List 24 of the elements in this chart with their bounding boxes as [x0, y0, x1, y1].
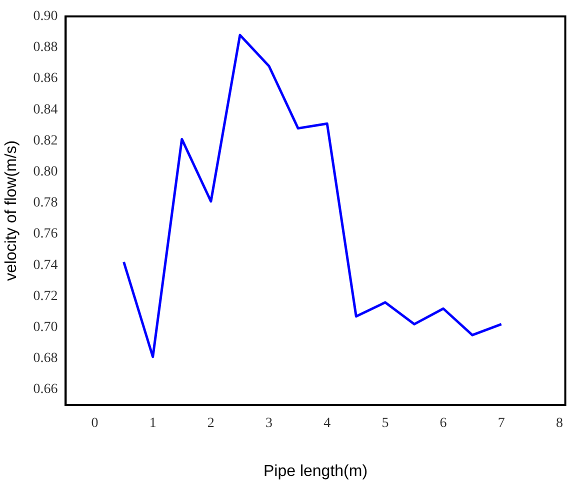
- y-tick-label: 0.78: [33, 196, 58, 211]
- y-tick-label: 0.66: [33, 382, 58, 398]
- y-axis-title: velocity of flow(m/s): [3, 140, 20, 281]
- y-tick-label: 0.72: [33, 288, 58, 304]
- x-tick-label: 4: [324, 416, 331, 432]
- x-tick-label: 7: [498, 416, 505, 432]
- y-tick-label: 0.82: [33, 133, 58, 148]
- y-tick-label: 0.88: [33, 40, 58, 56]
- x-tick-label: 3: [266, 416, 273, 432]
- y-tick-label: 0.68: [33, 351, 58, 366]
- x-tick-label: 6: [440, 416, 447, 432]
- y-tick-label: 0.86: [33, 71, 58, 86]
- y-tick-label: 0.70: [33, 320, 58, 335]
- x-tick-label: 5: [382, 416, 389, 432]
- y-tick-label: 0.74: [33, 258, 58, 273]
- x-axis-title: Pipe length(m): [263, 462, 368, 480]
- x-tick-label: 8: [556, 416, 563, 432]
- x-tick-label: 2: [207, 416, 214, 432]
- y-tick-label: 0.76: [33, 226, 58, 242]
- y-tick-label: 0.80: [33, 164, 58, 180]
- y-tick-label: 0.84: [33, 102, 58, 118]
- y-tick-label: 0.90: [33, 9, 58, 24]
- x-tick-label: 0: [91, 416, 98, 432]
- x-tick-label: 1: [149, 416, 156, 432]
